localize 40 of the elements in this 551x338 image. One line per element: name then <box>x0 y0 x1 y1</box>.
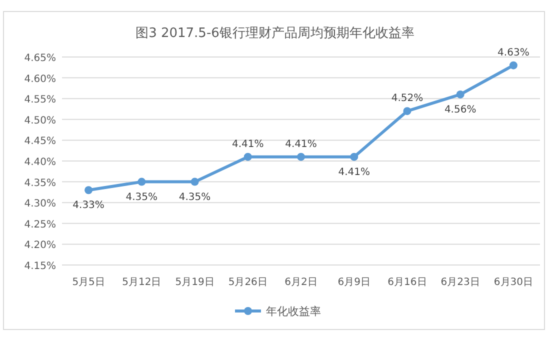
y-tick-label: 4.40% <box>24 157 56 168</box>
point <box>297 152 305 161</box>
legend-label: 年化收益率 <box>266 305 321 318</box>
x-tick-label: 6月16日 <box>388 277 427 288</box>
y-tick-label: 4.65% <box>24 53 56 64</box>
data-label: 4.52% <box>391 93 424 104</box>
x-tick-label: 6月30日 <box>494 277 533 288</box>
y-tick-label: 4.55% <box>24 94 56 106</box>
x-tick-label: 5月12日 <box>122 277 162 288</box>
y-tick-label: 4.20% <box>24 240 56 252</box>
point <box>244 152 252 161</box>
point <box>350 152 358 161</box>
data-label: 4.35% <box>126 192 158 203</box>
data-label: 4.41% <box>285 138 317 150</box>
data-label: 4.41% <box>232 138 264 150</box>
y-tick-label: 4.15% <box>24 261 56 272</box>
point <box>138 178 146 186</box>
y-tick-label: 4.45% <box>24 136 56 148</box>
point <box>403 107 412 116</box>
y-tick-label: 4.50% <box>24 115 56 126</box>
data-label: 4.33% <box>72 200 104 212</box>
point <box>190 178 199 186</box>
point <box>509 61 518 70</box>
x-tick-label: 5月19日 <box>175 277 214 288</box>
title: 图3 2017.5-6银行理财产品周均预期年化收益率 <box>136 26 414 41</box>
data-label: 4.35% <box>178 192 211 203</box>
x-tick-label: 5月26日 <box>228 277 268 288</box>
data-label: 4.56% <box>444 104 476 116</box>
x-tick-label: 6月23日 <box>440 277 480 288</box>
data-label: 4.41% <box>338 166 370 178</box>
point <box>456 90 464 98</box>
x-tick-label: 5月5日 <box>72 277 105 288</box>
data-label: 4.63% <box>498 47 530 58</box>
x-tick-label: 6月2日 <box>284 277 318 288</box>
y-tick-label: 4.35% <box>24 178 56 189</box>
y-tick-label: 4.25% <box>24 219 56 230</box>
y-tick-label: 4.30% <box>24 198 56 210</box>
point <box>84 186 93 194</box>
x-tick-label: 6月9日 <box>338 277 370 288</box>
y-tick-label: 4.60% <box>24 74 56 85</box>
